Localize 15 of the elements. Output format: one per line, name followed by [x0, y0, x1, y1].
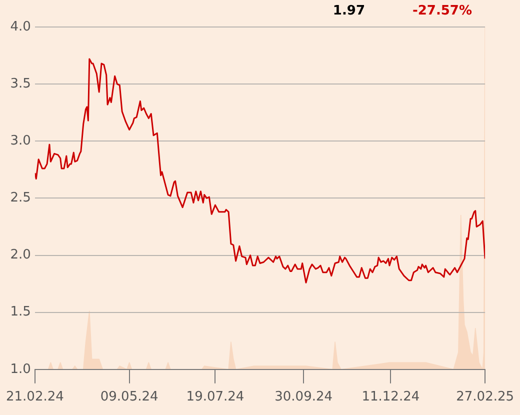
x-tick-label: 30.09.24: [274, 390, 333, 405]
y-tick-label: 3.5: [10, 76, 31, 92]
x-tick-label: 09.05.24: [100, 390, 158, 405]
y-tick-label: 3.0: [10, 134, 31, 149]
y-tick-label: 2.5: [10, 190, 31, 206]
x-tick-label: 19.07.24: [186, 390, 244, 405]
y-tick-label: 1.5: [10, 304, 31, 320]
x-tick-label: 27.02.25: [456, 390, 514, 405]
y-tick-label: 4.0: [10, 19, 31, 34]
text: 1.97: [332, 3, 365, 18]
x-tick-label: 11.12.24: [362, 390, 420, 405]
y-tick-label: 2.0: [10, 248, 31, 263]
x-tick-label: 21.02.24: [6, 390, 64, 405]
y-tick-label: 1.0: [10, 362, 31, 377]
text: -27.57%: [412, 3, 472, 18]
